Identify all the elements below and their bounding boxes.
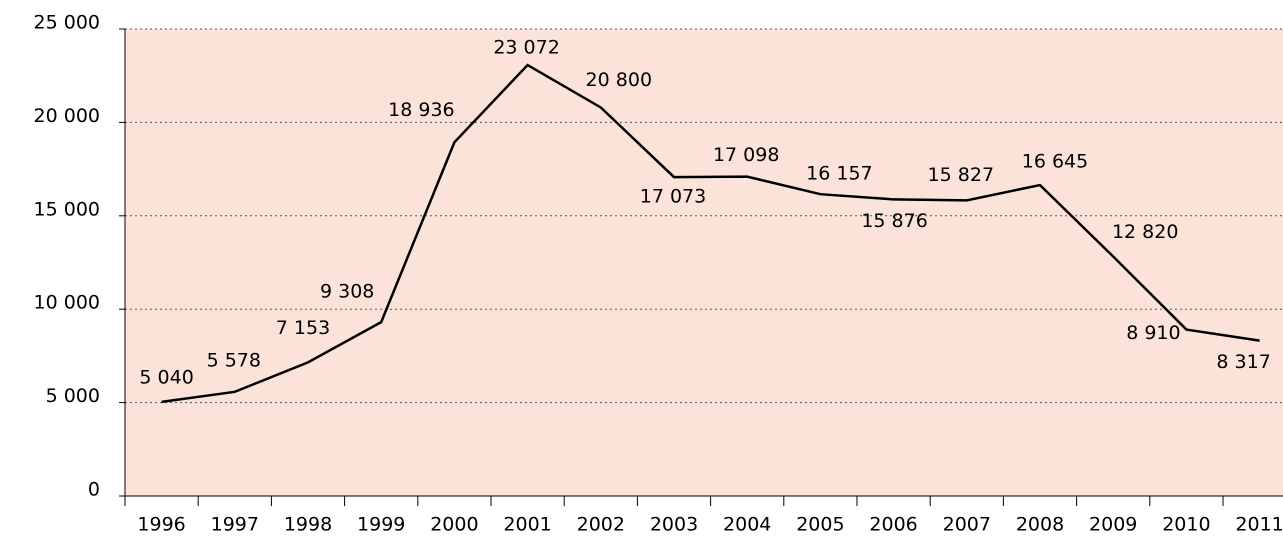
data-label: 20 800 [586, 69, 652, 91]
data-label: 23 072 [493, 37, 559, 59]
x-tick-label: 2003 [650, 514, 698, 536]
x-tick-label: 2001 [503, 514, 551, 536]
data-label: 15 876 [861, 210, 927, 232]
y-tick-label: 25 000 [34, 12, 100, 34]
data-label: 12 820 [1112, 221, 1178, 243]
x-tick-label: 2010 [1162, 514, 1210, 536]
data-label: 17 098 [713, 144, 779, 166]
y-tick-label: 15 000 [34, 198, 100, 220]
y-tick-label: 5 000 [46, 385, 100, 407]
x-tick-label: 2004 [723, 514, 771, 536]
x-tick-label: 2009 [1089, 514, 1137, 536]
data-label: 9 308 [320, 281, 374, 303]
plot-area [125, 29, 1283, 496]
data-label: 18 936 [388, 99, 454, 121]
x-tick-label: 2007 [943, 514, 991, 536]
x-tick-label: 2002 [577, 514, 625, 536]
x-tick-label: 1999 [357, 514, 405, 536]
data-label: 8 910 [1126, 322, 1180, 344]
x-tick-label: 2005 [796, 514, 844, 536]
x-tick-label: 2006 [869, 514, 917, 536]
y-tick-label: 10 000 [34, 292, 100, 314]
data-label: 7 153 [276, 317, 330, 339]
data-label: 16 645 [1022, 151, 1088, 173]
x-tick-label: 1998 [284, 514, 332, 536]
x-tick-label: 1997 [211, 514, 259, 536]
data-label: 17 073 [640, 186, 706, 208]
y-tick-label: 20 000 [34, 105, 100, 127]
data-label: 5 040 [139, 366, 193, 388]
data-label: 15 827 [928, 164, 994, 186]
line [161, 63, 1260, 404]
data-label: 5 578 [207, 349, 261, 371]
x-tick-label: 2011 [1235, 514, 1283, 536]
x-tick-label: 2000 [430, 514, 478, 536]
x-tick-label: 1996 [137, 514, 185, 536]
y-tick-label: 0 [88, 479, 100, 501]
x-tick-label: 2008 [1016, 514, 1064, 536]
data-label: 16 157 [806, 163, 872, 185]
data-label: 8 317 [1216, 351, 1270, 373]
